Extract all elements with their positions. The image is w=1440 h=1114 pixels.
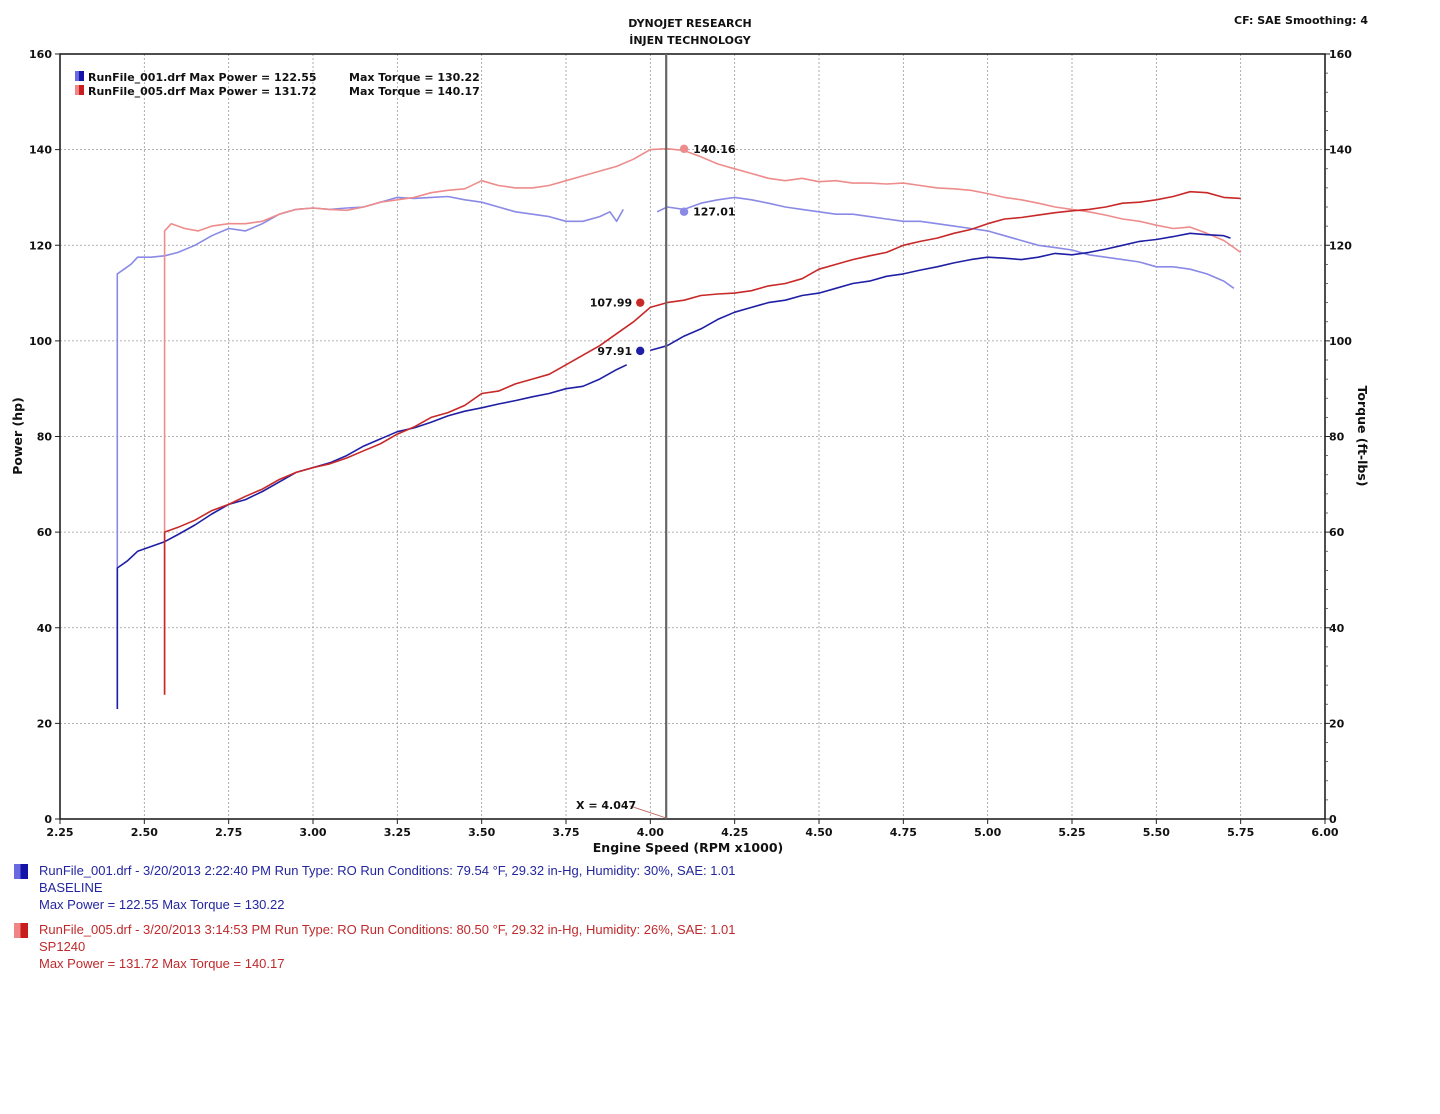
cursor-pointer (630, 805, 667, 819)
marker-layer: 140.16 127.01 107.99 97.91 (590, 143, 736, 358)
series-line-run1_power-0 (116, 364, 628, 709)
x-tick-label-3: 3.00 (299, 826, 326, 839)
x-tick-label-8: 4.25 (721, 826, 748, 839)
footer-run1-conditions: RunFile_001.drf - 3/20/2013 2:22:40 PM R… (39, 863, 736, 878)
cursor-layer: X = 4.047 (576, 54, 668, 819)
y-tick-label-right-0: 0 (1329, 813, 1337, 826)
settings-label: CF: SAE Smoothing: 4 (1234, 14, 1368, 27)
footer-run1-max: Max Power = 122.55 Max Torque = 130.22 (39, 897, 285, 912)
x-tick-label-5: 3.50 (468, 826, 495, 839)
cursor-label: X = 4.047 (576, 799, 636, 812)
dyno-chart: X = 4.047 2.25 2.50 2.75 3.00 3.25 3.50 3.75 4.… (10, 14, 1370, 855)
series-line-run1_torque-1 (656, 196, 1235, 289)
x-tick-label-13: 5.50 (1143, 826, 1170, 839)
chart-title-line2: İNJEN TECHNOLOGY (629, 33, 752, 47)
marker-label-run2_power: 107.99 (590, 297, 632, 310)
footer-run2-label: SP1240 (39, 939, 86, 954)
footer-run2-conditions: RunFile_005.drf - 3/20/2013 3:14:53 PM R… (39, 922, 736, 937)
y-tick-label-right-2: 40 (1329, 622, 1345, 635)
marker-label-run2_torque: 140.16 (693, 143, 736, 156)
legend-torque-run1: Max Torque = 130.22 (349, 71, 480, 84)
chart-legend: RunFile_001.drf Max Power = 122.55 Max T… (75, 71, 480, 98)
x-axis-label: Engine Speed (RPM x1000) (593, 840, 783, 855)
x-tick-label-14: 5.75 (1227, 826, 1254, 839)
series-run1_torque (116, 195, 1235, 709)
y-tick-label-right-8: 160 (1329, 48, 1352, 61)
legend-entry-run2: RunFile_005.drf Max Power = 131.72 Max T… (75, 85, 480, 98)
series-line-run1_power-1 (650, 232, 1231, 352)
chart-title-line1: DYNOJET RESEARCH (628, 17, 751, 30)
y-tick-label-left-4: 80 (37, 431, 53, 444)
x-tick-label-11: 5.00 (974, 826, 1001, 839)
marker-dot-run1_torque (679, 207, 689, 216)
series-run1_power (116, 232, 1231, 709)
x-tick-label-9: 4.50 (805, 826, 832, 839)
marker-label-run1_power: 97.91 (597, 345, 632, 358)
x-tick-label-6: 3.75 (552, 826, 579, 839)
footer-swatch-red (14, 923, 28, 938)
x-tick-label-2: 2.75 (215, 826, 242, 839)
legend-swatch-blue (75, 71, 79, 81)
y-tick-label-right-4: 80 (1329, 431, 1345, 444)
x-tick-label-15: 6.00 (1311, 826, 1338, 839)
footer-run2-info: RunFile_005.drf - 3/20/2013 3:14:53 PM R… (14, 921, 736, 972)
y-tick-label-left-0: 0 (44, 813, 52, 826)
grid-lines (60, 54, 1325, 819)
y-tick-label-left-5: 100 (29, 335, 52, 348)
footer-run1-label: BASELINE (39, 880, 103, 895)
footer-swatch-blue (14, 864, 28, 879)
marker-dot-run2_power (636, 298, 645, 307)
x-tick-label-4: 3.25 (384, 826, 411, 839)
y-tick-label-left-3: 60 (37, 526, 53, 539)
series-run2_power (163, 190, 1241, 695)
y-axis-label-right: Torque (ft-lbs) (1355, 386, 1370, 487)
legend-swatch-red-dark (79, 85, 84, 95)
series-line-run2_power-0 (163, 190, 1241, 695)
legend-swatch-blue-dark (79, 71, 84, 81)
y-tick-label-left-1: 20 (37, 717, 53, 730)
legend-file-run1: RunFile_001.drf Max Power = 122.55 (88, 71, 317, 84)
y-tick-label-left-8: 160 (29, 48, 52, 61)
legend-swatch-red (75, 85, 79, 95)
footer-run2-max: Max Power = 131.72 Max Torque = 140.17 (39, 956, 285, 971)
x-tick-label-1: 2.50 (131, 826, 158, 839)
marker-label-run1_torque: 127.01 (693, 206, 735, 219)
y-tick-label-left-6: 120 (29, 239, 52, 252)
x-tick-label-7: 4.00 (637, 826, 664, 839)
y-tick-label-left-7: 140 (29, 144, 52, 157)
x-tick-label-0: 2.25 (46, 826, 73, 839)
y-tick-label-right-1: 20 (1329, 717, 1345, 730)
footer-run1-info: RunFile_001.drf - 3/20/2013 2:22:40 PM R… (14, 862, 736, 913)
axis-ticks: 2.25 2.50 2.75 3.00 3.25 3.50 3.75 4.00 4.25 4.50… (29, 48, 1352, 839)
y-tick-label-right-6: 120 (1329, 239, 1352, 252)
marker-dot-run1_power (636, 346, 645, 356)
legend-entry-run1: RunFile_001.drf Max Power = 122.55 Max T… (75, 71, 480, 84)
y-tick-label-left-2: 40 (37, 622, 53, 635)
legend-torque-run2: Max Torque = 140.17 (349, 85, 480, 98)
y-tick-label-right-5: 100 (1329, 335, 1352, 348)
series-line-run1_torque-0 (116, 195, 624, 709)
legend-file-run2: RunFile_005.drf Max Power = 131.72 (88, 85, 317, 98)
x-tick-label-12: 5.25 (1058, 826, 1085, 839)
marker-dot-run2_torque (679, 144, 689, 154)
y-axis-label-left: Power (hp) (10, 397, 25, 475)
x-tick-label-10: 4.75 (890, 826, 917, 839)
y-tick-label-right-3: 60 (1329, 526, 1345, 539)
y-tick-label-right-7: 140 (1329, 144, 1352, 157)
